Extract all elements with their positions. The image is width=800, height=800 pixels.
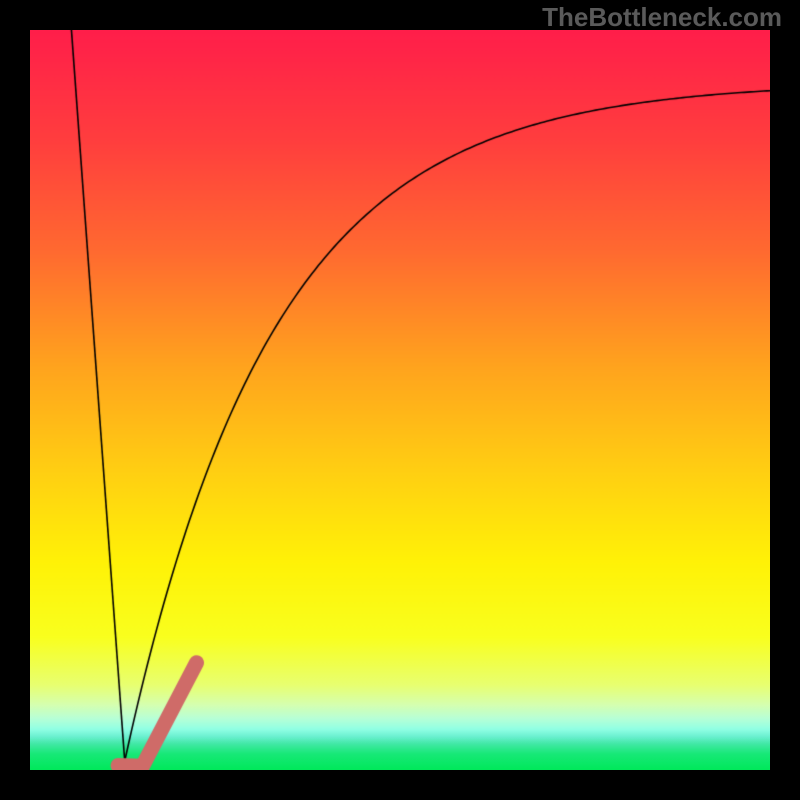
chart-container: TheBottleneck.com (0, 0, 800, 800)
plot-area (30, 30, 770, 770)
plot-canvas (30, 30, 770, 770)
watermark-text: TheBottleneck.com (542, 2, 782, 33)
